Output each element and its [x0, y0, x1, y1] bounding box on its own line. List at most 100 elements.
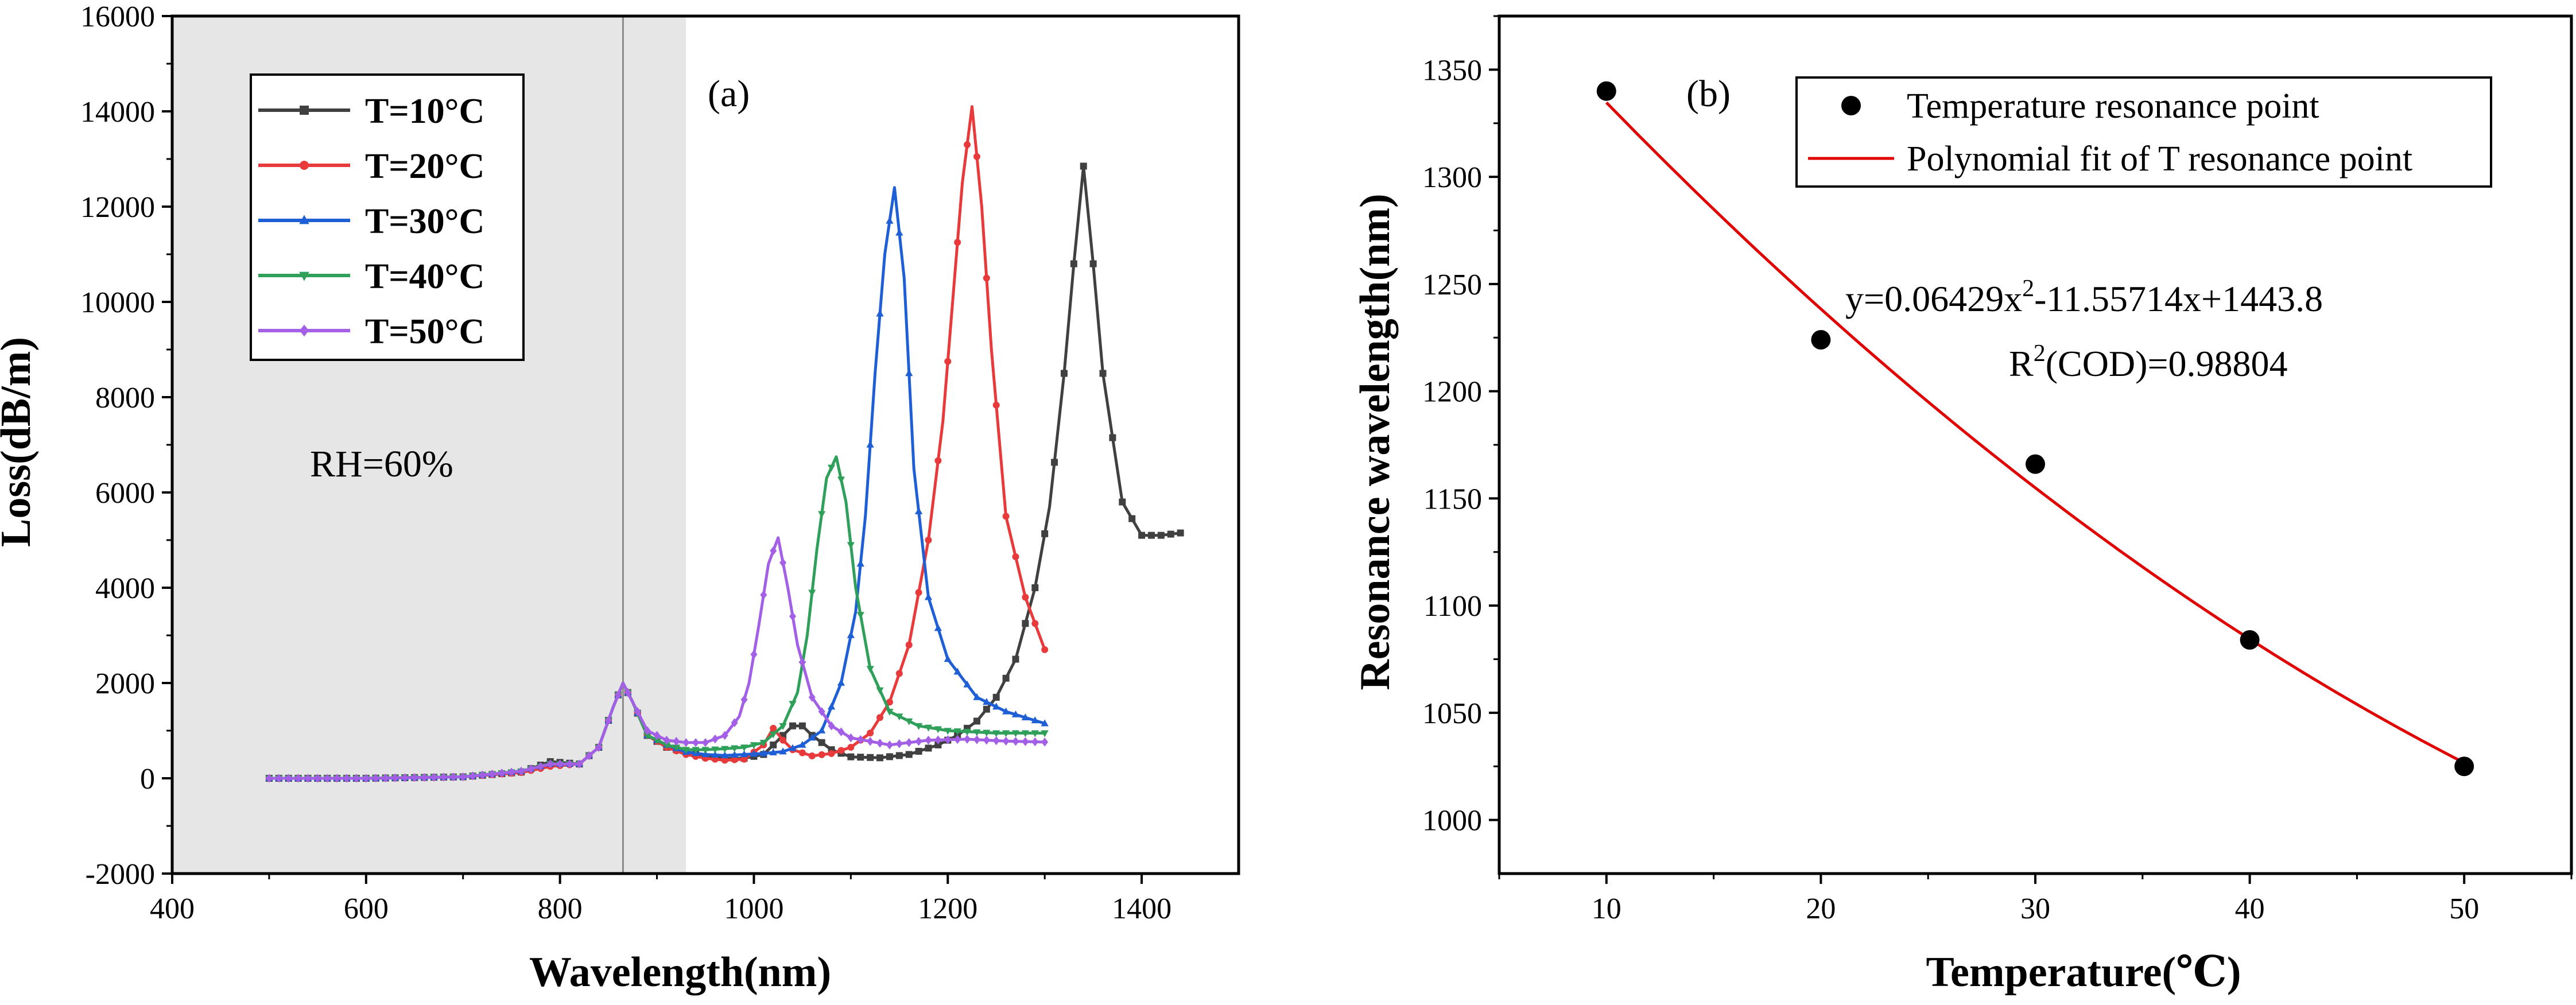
data-point: [702, 738, 709, 747]
data-point: [643, 726, 651, 735]
data-point: [721, 756, 728, 764]
data-point: [856, 612, 864, 619]
data-point: [459, 772, 467, 782]
y-tick-label: 1150: [1423, 483, 1482, 515]
data-point: [905, 751, 913, 758]
legend-label: T=10°C: [365, 92, 484, 131]
data-point: [1012, 736, 1019, 746]
data-point: [837, 727, 845, 736]
data-point: [721, 731, 728, 740]
data-point: [1002, 736, 1010, 746]
data-point: [934, 624, 942, 631]
data-point: [498, 769, 506, 778]
data-point: [391, 773, 399, 783]
data-point: [537, 762, 544, 771]
legend-swatch-marker: [299, 215, 309, 224]
data-point: [953, 668, 961, 675]
scatter-points: [1596, 81, 2474, 777]
panel-label: (a): [708, 73, 750, 115]
data-point: [837, 678, 845, 686]
data-point: [934, 457, 942, 464]
data-point: [304, 774, 312, 783]
data-point: [798, 740, 806, 748]
legend-entry: T=50°C: [258, 312, 484, 351]
data-point: [1002, 674, 1010, 682]
data-point: [314, 774, 321, 783]
data-point: [905, 738, 913, 747]
legend-entry: T=10°C: [258, 92, 484, 131]
data-point: [265, 774, 273, 783]
data-point: [915, 747, 922, 755]
data-point: [1031, 716, 1039, 724]
x-tick-label: 1200: [918, 893, 977, 925]
legend-label: Temperature resonance point: [1907, 87, 2319, 126]
fit-equation: y=0.06429x2-11.55714x+1443.8: [1845, 275, 2323, 319]
y-tick-label: 16000: [80, 1, 155, 33]
data-point: [663, 735, 670, 745]
data-point: [285, 774, 292, 783]
data-point: [701, 747, 709, 754]
data-point: [924, 593, 933, 600]
data-point: [440, 773, 447, 782]
data-point: [1089, 260, 1097, 267]
x-tick-label: 1000: [724, 893, 783, 925]
data-point: [1041, 646, 1049, 653]
data-point: [1021, 713, 1029, 720]
data-point: [856, 560, 864, 567]
legend-swatch-marker: [299, 271, 309, 281]
legend-entry: T=30°C: [258, 202, 484, 241]
data-point: [983, 730, 991, 737]
data-point: [973, 735, 980, 744]
data-point: [779, 736, 787, 744]
data-point: [963, 728, 971, 736]
data-point: [1031, 584, 1039, 591]
y-axis-ticks: 1000 1050 1100 1150 1200 1250 1300 1350: [1422, 15, 1499, 837]
r-squared-prefix: R: [2009, 343, 2034, 384]
panel-b-scatter-chart: 10 20 30 40 50 10001050110011501200125013001…: [1352, 14, 2573, 996]
data-point: [954, 239, 961, 246]
legend-entry: Temperature resonance point: [1841, 87, 2319, 126]
data-point: [895, 228, 903, 236]
data-point: [556, 759, 564, 769]
data-point: [1109, 434, 1116, 441]
data-point: [964, 141, 971, 149]
legend-label: T=30°C: [365, 202, 484, 241]
data-point: [837, 476, 845, 484]
data-point: [925, 735, 932, 745]
legend-entry: Polynomial fit of T resonance point: [1808, 139, 2412, 179]
data-point: [944, 728, 952, 735]
data-point: [759, 739, 767, 747]
data-point: [992, 730, 1000, 738]
data-point: [944, 735, 952, 744]
x-tick-label: 600: [344, 893, 389, 925]
r-squared-suffix: (COD)=0.98804: [2046, 343, 2288, 384]
data-point: [275, 774, 282, 783]
data-point: [818, 751, 825, 758]
legend-box: [1795, 76, 2492, 188]
data-point: [362, 774, 370, 783]
data-point: [750, 650, 758, 659]
data-point: [954, 735, 961, 744]
data-point: [789, 722, 797, 730]
legend-swatch-marker: [300, 161, 309, 170]
legend-entry: T=20°C: [258, 147, 484, 186]
data-point: [479, 770, 486, 779]
r-squared-exponent: 2: [2034, 340, 2046, 367]
data-point: [837, 747, 845, 754]
data-point: [1070, 260, 1077, 267]
data-point: [1022, 593, 1029, 601]
data-point: [798, 722, 806, 730]
data-point: [527, 764, 534, 774]
data-point: [382, 773, 389, 783]
legend-label: T=50°C: [365, 312, 484, 351]
data-point: [992, 401, 1000, 409]
data-point: [876, 738, 884, 748]
fit-equation-exponent: 2: [2022, 275, 2034, 302]
data-point: [915, 736, 922, 746]
data-point: [760, 590, 767, 600]
data-point: [953, 728, 961, 736]
data-point: [1128, 515, 1136, 522]
data-point: [857, 735, 864, 744]
y-tick-label: 4000: [95, 572, 155, 605]
data-point: [372, 773, 379, 783]
